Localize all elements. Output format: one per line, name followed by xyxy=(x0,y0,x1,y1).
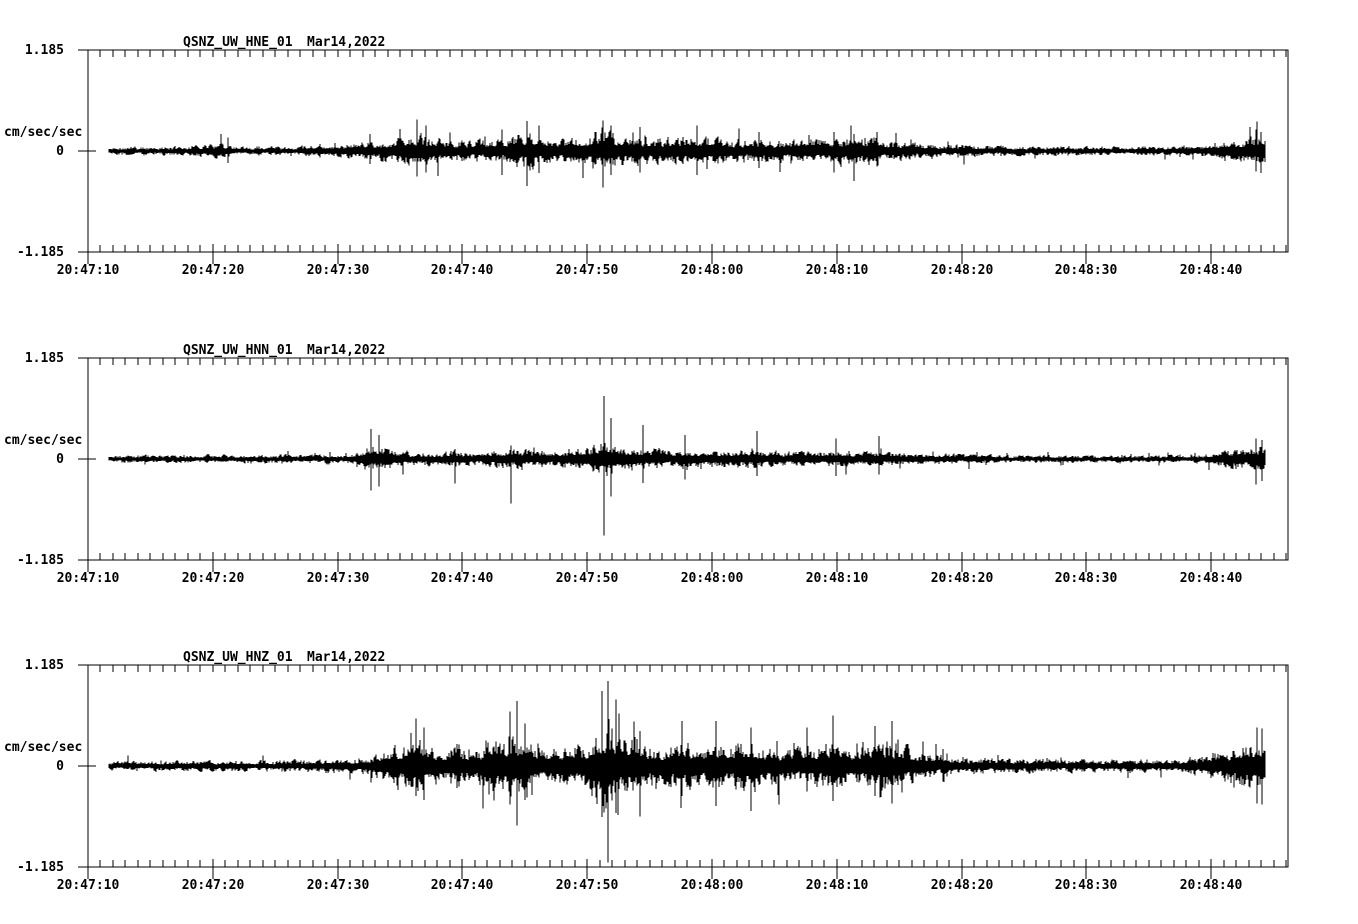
y-axis-zero-label: 0 xyxy=(56,144,64,159)
x-tick-label: 20:47:20 xyxy=(182,571,245,586)
panel-title-date: Mar14,2022 xyxy=(307,35,386,50)
y-axis-units-label: cm/sec/sec xyxy=(4,433,83,448)
x-tick-label: 20:48:40 xyxy=(1180,878,1243,893)
x-tick-label: 20:48:40 xyxy=(1180,571,1243,586)
panel-title-date: Mar14,2022 xyxy=(307,343,386,358)
x-tick-label: 20:48:00 xyxy=(681,263,744,278)
seismogram-panel-hnn: QSNZ_UW_HNN_01 Mar14,2022 1.185 cm/sec/s… xyxy=(0,308,1358,617)
x-tick-label: 20:47:20 xyxy=(182,263,245,278)
x-tick-label: 20:47:50 xyxy=(556,571,619,586)
waveform-trace xyxy=(108,395,1266,536)
seismogram-panel-hnz: QSNZ_UW_HNZ_01 Mar14,2022 1.185 cm/sec/s… xyxy=(0,615,1358,924)
x-tick-label: 20:47:30 xyxy=(307,571,370,586)
panel-title-station: QSNZ_UW_HNZ_01 xyxy=(183,650,293,665)
x-tick-label: 20:47:40 xyxy=(431,571,494,586)
y-axis-max-label: 1.185 xyxy=(24,351,64,366)
x-tick-label: 20:47:40 xyxy=(431,263,494,278)
x-tick-label: 20:47:30 xyxy=(307,878,370,893)
x-tick-label: 20:48:10 xyxy=(806,571,869,586)
y-axis-zero-label: 0 xyxy=(56,452,64,467)
panel-title-date: Mar14,2022 xyxy=(307,650,386,665)
seismogram-plot-hnn: 20:47:10 20:47:20 20:47:30 20:47:40 20:47:50… xyxy=(57,357,1289,586)
y-axis-min-label: -1.185 xyxy=(17,553,64,568)
x-tick-label: 20:48:20 xyxy=(931,571,994,586)
x-tick-label: 20:48:10 xyxy=(806,878,869,893)
waveform-trace xyxy=(108,680,1266,863)
x-tick-label: 20:48:30 xyxy=(1055,878,1118,893)
x-tick-label: 20:48:20 xyxy=(931,878,994,893)
x-tick-label: 20:48:00 xyxy=(681,571,744,586)
y-axis-units-label: cm/sec/sec xyxy=(4,125,83,140)
panel-title-station: QSNZ_UW_HNN_01 xyxy=(183,343,293,358)
seismogram-plot-hne: 20:47:10 20:47:20 20:47:30 20:47:40 20:47:50… xyxy=(57,49,1289,278)
x-tick-label: 20:48:40 xyxy=(1180,263,1243,278)
waveform-trace xyxy=(108,119,1266,188)
x-tick-label: 20:47:10 xyxy=(57,263,120,278)
x-tick-label: 20:47:40 xyxy=(431,878,494,893)
y-axis-units-label: cm/sec/sec xyxy=(4,740,83,755)
y-axis-min-label: -1.185 xyxy=(17,860,64,875)
x-tick-label: 20:48:00 xyxy=(681,878,744,893)
y-axis-min-label: -1.185 xyxy=(17,245,64,260)
y-axis-max-label: 1.185 xyxy=(24,658,64,673)
x-tick-label: 20:48:30 xyxy=(1055,571,1118,586)
x-tick-label: 20:47:50 xyxy=(556,878,619,893)
x-tick-label: 20:47:10 xyxy=(57,878,120,893)
y-axis-max-label: 1.185 xyxy=(24,43,64,58)
x-tick-label: 20:47:30 xyxy=(307,263,370,278)
seismogram-plot-hnz: 20:47:10 20:47:20 20:47:30 20:47:40 20:47:50… xyxy=(57,664,1289,893)
panel-title-station: QSNZ_UW_HNE_01 xyxy=(183,35,293,50)
x-tick-label: 20:48:30 xyxy=(1055,263,1118,278)
x-tick-label: 20:47:10 xyxy=(57,571,120,586)
y-axis-zero-label: 0 xyxy=(56,759,64,774)
x-tick-label: 20:47:20 xyxy=(182,878,245,893)
x-tick-label: 20:47:50 xyxy=(556,263,619,278)
x-tick-label: 20:48:20 xyxy=(931,263,994,278)
x-tick-label: 20:48:10 xyxy=(806,263,869,278)
seismogram-panel-hne: QSNZ_UW_HNE_01 Mar14,2022 1.185 cm/sec/s… xyxy=(0,0,1358,309)
